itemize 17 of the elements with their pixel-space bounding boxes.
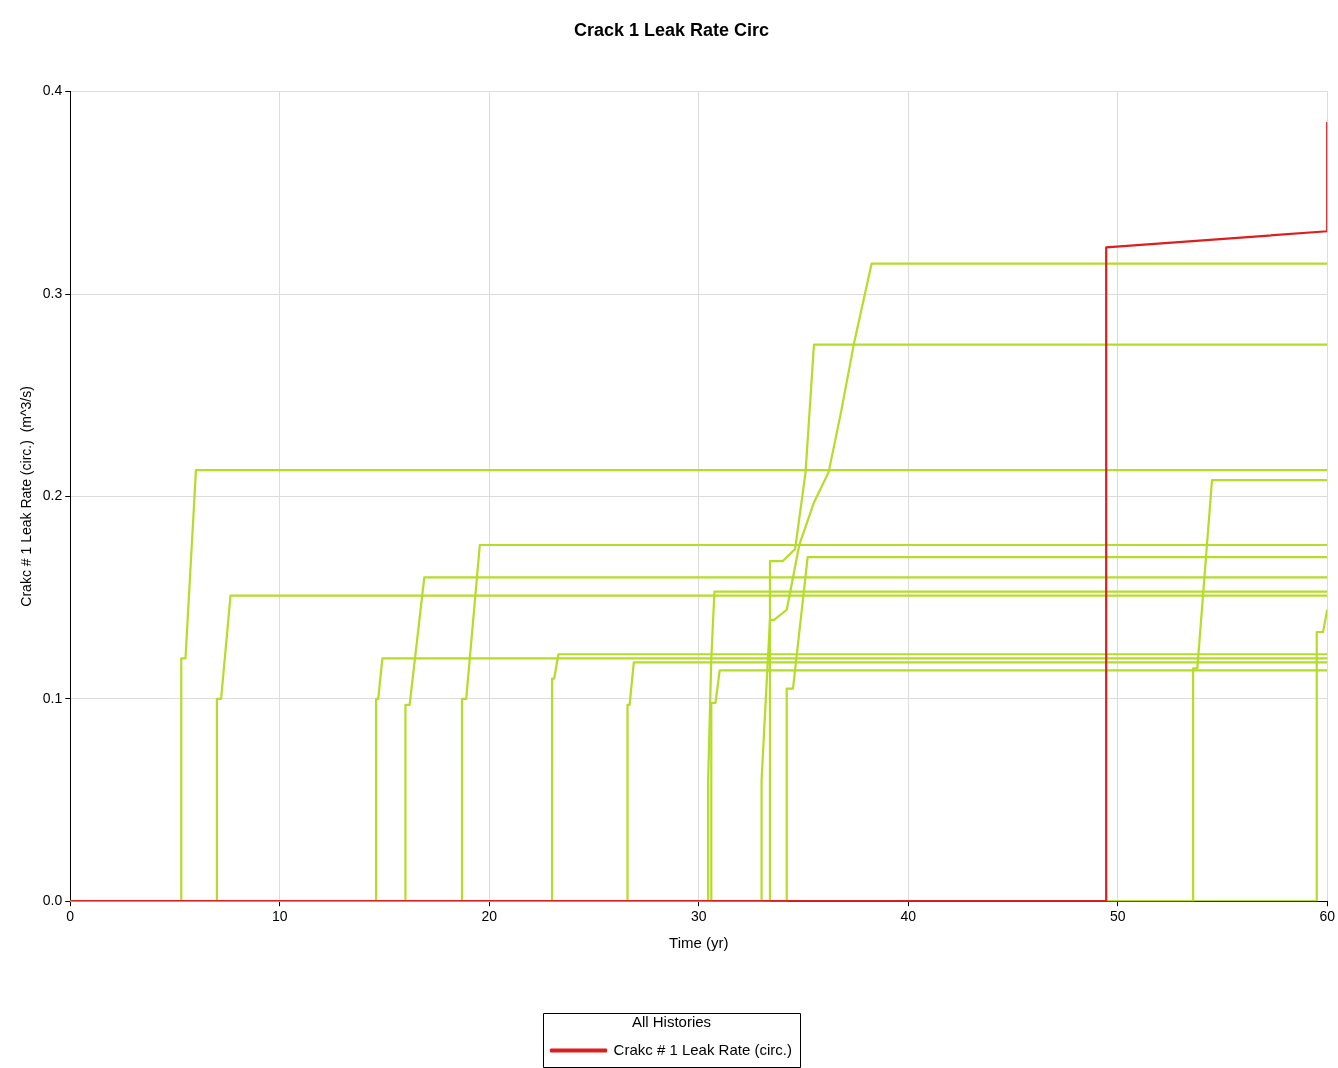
- y-tick-label: 0.2: [42, 487, 63, 504]
- x-tick-label: 40: [900, 908, 917, 925]
- chart-title: Crack 1 Leak Rate Circ: [573, 19, 770, 40]
- legend-title: All Histories: [631, 1012, 712, 1030]
- x-tick-label: 60: [1319, 908, 1336, 925]
- y-axis-title: Crakc # 1 Leak Rate (circ.) (m^3/s): [18, 386, 35, 607]
- y-tick-label: 0.3: [42, 284, 63, 301]
- x-axis-title: Time (yr): [669, 934, 729, 952]
- x-tick-label: 30: [690, 908, 707, 925]
- y-tick-label: 0.0: [42, 892, 63, 909]
- x-tick-label: 50: [1109, 908, 1126, 925]
- x-tick-label: 0: [66, 908, 75, 925]
- x-tick-label: 10: [271, 908, 288, 925]
- y-tick-label: 0.1: [42, 689, 63, 706]
- legend-label: Crakc # 1 Leak Rate (circ.): [613, 1040, 792, 1058]
- y-tick-label: 0.4: [42, 82, 63, 99]
- x-tick-label: 20: [481, 908, 498, 925]
